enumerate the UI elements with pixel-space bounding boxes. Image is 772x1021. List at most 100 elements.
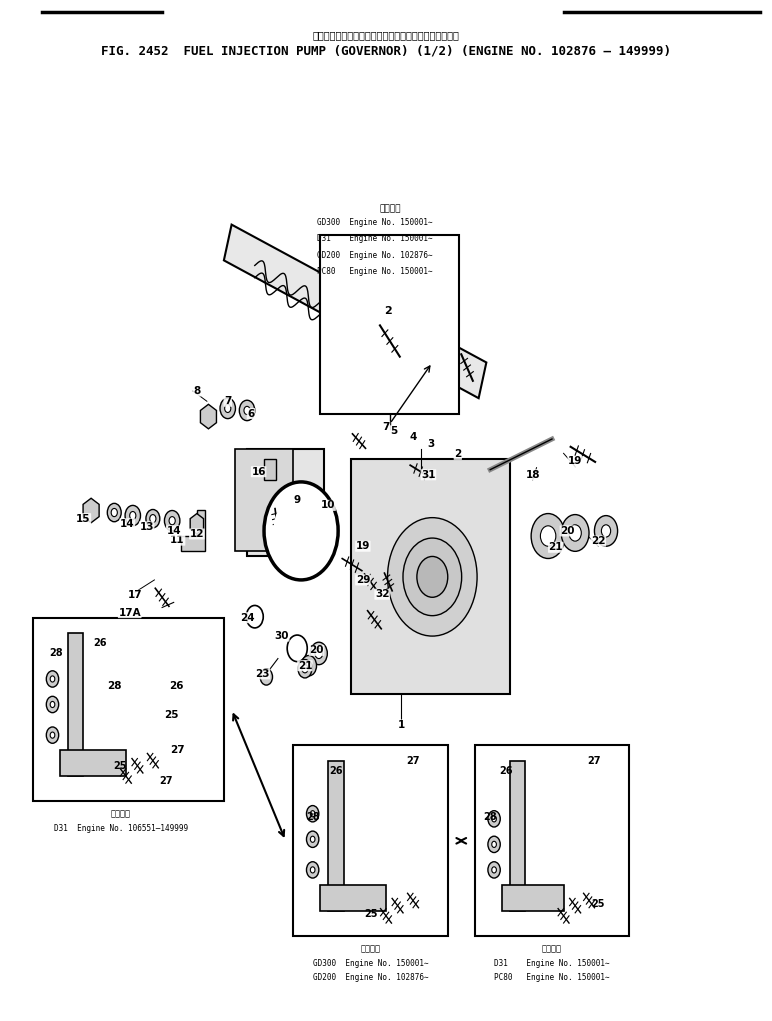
- Polygon shape: [181, 510, 205, 551]
- Circle shape: [488, 836, 500, 853]
- Text: 30: 30: [275, 631, 289, 641]
- Text: 19: 19: [568, 456, 582, 467]
- Text: GD200  Engine No. 102876∼: GD200 Engine No. 102876∼: [317, 251, 432, 259]
- Circle shape: [306, 862, 319, 878]
- Text: 19: 19: [356, 541, 370, 551]
- Text: D31  Engine No. 106551–149999: D31 Engine No. 106551–149999: [54, 824, 188, 833]
- Polygon shape: [247, 449, 324, 556]
- Circle shape: [492, 867, 496, 873]
- Text: 20: 20: [310, 645, 323, 655]
- Text: 23: 23: [256, 669, 269, 679]
- Text: 25: 25: [364, 909, 378, 919]
- Text: 10: 10: [321, 500, 335, 510]
- Circle shape: [306, 806, 319, 822]
- Circle shape: [150, 515, 156, 523]
- Circle shape: [310, 811, 315, 817]
- Text: 27: 27: [171, 745, 185, 756]
- Text: 適用号機: 適用号機: [542, 944, 562, 954]
- Circle shape: [298, 660, 312, 678]
- Text: 27: 27: [406, 756, 420, 766]
- Circle shape: [315, 648, 323, 659]
- Text: GD300  Engine No. 150001∼: GD300 Engine No. 150001∼: [313, 959, 428, 968]
- Circle shape: [492, 816, 496, 822]
- Text: 17A: 17A: [118, 607, 141, 618]
- Text: PC80   Engine No. 150001∼: PC80 Engine No. 150001∼: [317, 268, 432, 276]
- Text: 11: 11: [171, 535, 185, 545]
- Circle shape: [244, 406, 250, 415]
- Circle shape: [287, 635, 307, 662]
- Text: 32: 32: [375, 589, 389, 599]
- Circle shape: [310, 836, 315, 842]
- Text: 25: 25: [591, 898, 605, 909]
- Circle shape: [417, 556, 448, 597]
- Text: 24: 24: [240, 613, 254, 623]
- Text: 26: 26: [329, 766, 343, 776]
- Circle shape: [225, 404, 231, 412]
- Circle shape: [260, 669, 273, 685]
- Text: 21: 21: [549, 542, 563, 552]
- Text: 28: 28: [306, 812, 320, 822]
- Circle shape: [403, 538, 462, 616]
- Text: 7: 7: [382, 422, 390, 432]
- Text: 4: 4: [409, 432, 417, 442]
- Polygon shape: [264, 459, 276, 480]
- Circle shape: [130, 512, 136, 520]
- Text: 7: 7: [224, 396, 232, 406]
- Circle shape: [164, 510, 180, 531]
- Circle shape: [492, 841, 496, 847]
- Text: 2: 2: [454, 449, 462, 459]
- Text: 6: 6: [247, 408, 255, 419]
- Circle shape: [239, 400, 255, 421]
- Circle shape: [111, 508, 117, 517]
- Circle shape: [561, 515, 589, 551]
- Text: 8: 8: [193, 386, 201, 396]
- Circle shape: [488, 862, 500, 878]
- Text: GD200  Engine No. 102876∼: GD200 Engine No. 102876∼: [313, 973, 428, 982]
- Text: 適用号機: 適用号機: [361, 944, 381, 954]
- Text: 3: 3: [427, 439, 435, 449]
- Circle shape: [601, 525, 611, 537]
- Circle shape: [569, 525, 581, 541]
- Circle shape: [146, 509, 160, 528]
- Polygon shape: [201, 404, 216, 429]
- Polygon shape: [351, 459, 510, 694]
- Text: フェルインジェクションポンプ　ガバナ　　　適用号機: フェルインジェクションポンプ ガバナ 適用号機: [313, 30, 459, 40]
- Circle shape: [306, 831, 319, 847]
- Text: 27: 27: [587, 756, 601, 766]
- Polygon shape: [502, 885, 564, 911]
- Text: 13: 13: [140, 522, 154, 532]
- Text: 適用号機: 適用号機: [111, 810, 130, 819]
- Circle shape: [310, 867, 315, 873]
- Text: 12: 12: [190, 529, 204, 539]
- Polygon shape: [83, 498, 99, 523]
- Circle shape: [264, 482, 338, 580]
- Text: 26: 26: [499, 766, 513, 776]
- Polygon shape: [190, 514, 204, 534]
- Circle shape: [531, 514, 565, 558]
- Text: 適用号機: 適用号機: [379, 205, 401, 213]
- Text: 31: 31: [422, 470, 435, 480]
- Circle shape: [246, 605, 263, 628]
- Text: FIG. 2452  FUEL INJECTION PUMP (GOVERNOR) (1/2) (ENGINE NO. 102876 – 149999): FIG. 2452 FUEL INJECTION PUMP (GOVERNOR)…: [101, 45, 671, 57]
- Circle shape: [302, 665, 308, 673]
- Circle shape: [50, 701, 55, 708]
- Circle shape: [46, 671, 59, 687]
- Text: 25: 25: [113, 761, 127, 771]
- Circle shape: [594, 516, 618, 546]
- Text: 25: 25: [164, 710, 178, 720]
- Text: 29: 29: [356, 575, 370, 585]
- Polygon shape: [68, 633, 83, 776]
- Text: 14: 14: [120, 519, 134, 529]
- Bar: [293, 745, 448, 936]
- Text: 26: 26: [93, 638, 107, 648]
- Text: PC80   Engine No. 150001∼: PC80 Engine No. 150001∼: [494, 973, 610, 982]
- Circle shape: [125, 505, 141, 526]
- Text: 28: 28: [49, 648, 63, 659]
- Circle shape: [50, 732, 55, 738]
- Text: 18: 18: [526, 470, 540, 480]
- Text: 15: 15: [76, 514, 90, 524]
- Text: D31    Engine No. 150001∼: D31 Engine No. 150001∼: [494, 959, 610, 968]
- Circle shape: [46, 696, 59, 713]
- Text: 1: 1: [398, 720, 405, 730]
- Circle shape: [301, 655, 317, 676]
